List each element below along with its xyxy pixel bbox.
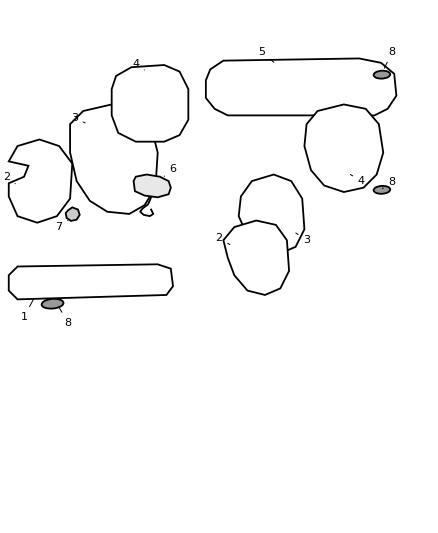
Polygon shape — [223, 221, 289, 295]
Ellipse shape — [42, 299, 64, 309]
Text: 3: 3 — [296, 233, 310, 245]
Text: 5: 5 — [258, 47, 274, 62]
Polygon shape — [9, 140, 72, 223]
Text: 2: 2 — [3, 172, 15, 184]
Text: 8: 8 — [385, 47, 396, 68]
Text: 4: 4 — [132, 59, 145, 70]
Polygon shape — [70, 104, 158, 214]
Text: 6: 6 — [164, 164, 177, 176]
Polygon shape — [134, 174, 171, 197]
Polygon shape — [66, 207, 80, 221]
Text: 1: 1 — [21, 298, 34, 322]
Text: 2: 2 — [215, 233, 230, 245]
Ellipse shape — [374, 186, 390, 194]
Text: 3: 3 — [71, 112, 85, 123]
Polygon shape — [239, 174, 304, 253]
Text: 8: 8 — [382, 177, 396, 189]
Text: 8: 8 — [60, 308, 71, 328]
Text: 4: 4 — [350, 174, 365, 186]
Polygon shape — [206, 59, 396, 115]
Polygon shape — [304, 104, 383, 192]
Polygon shape — [9, 264, 173, 300]
Text: 7: 7 — [56, 221, 68, 232]
Ellipse shape — [374, 71, 390, 78]
Polygon shape — [112, 65, 188, 142]
